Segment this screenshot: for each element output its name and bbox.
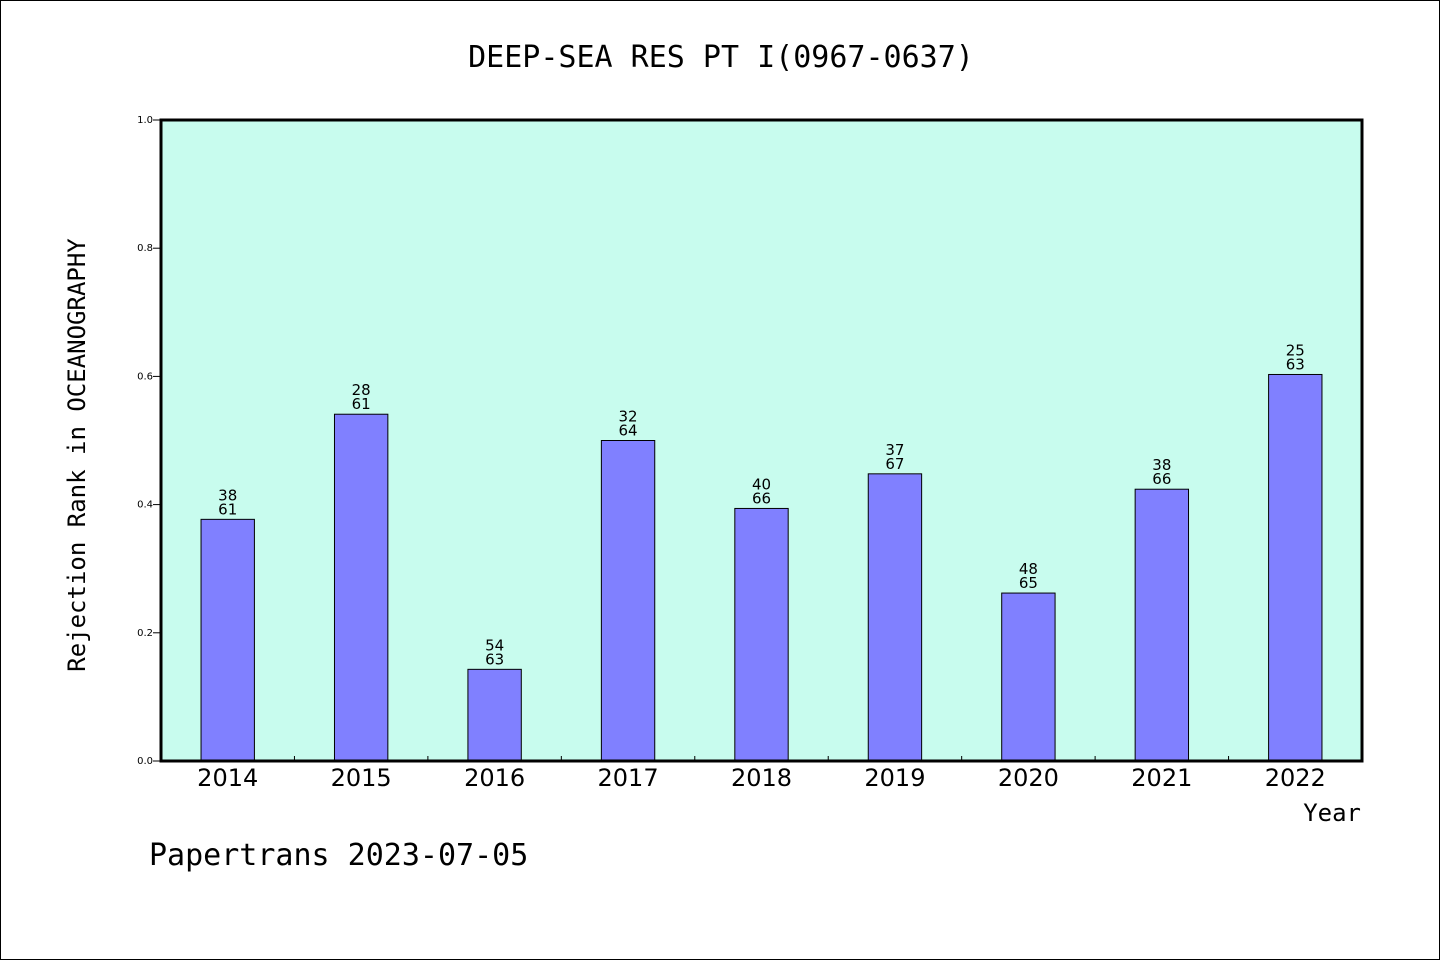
footer-text: Papertrans 2023-07-05 xyxy=(149,838,528,873)
x-tick-label: 2017 xyxy=(598,764,659,792)
bar-2017 xyxy=(600,440,656,762)
chart-title: DEEP-SEA RES PT I(0967-0637) xyxy=(468,40,974,75)
y-tick-label: 1.0 xyxy=(137,115,153,126)
y-tick-label: 0.2 xyxy=(137,628,153,639)
data-label-rank: 28 xyxy=(352,381,371,399)
y-tick-label: 0.8 xyxy=(137,243,153,254)
x-axis: 2014 2015 2016 2017 2018 2019 2020 2021 2022 xyxy=(197,756,1326,792)
bar-2014 xyxy=(200,518,255,762)
bars xyxy=(200,373,1323,762)
bar-2019 xyxy=(867,473,923,762)
bar-2021 xyxy=(1134,488,1190,762)
data-label-total: 63 xyxy=(485,650,504,668)
y-tick-label: 0.6 xyxy=(137,371,153,382)
x-tick-label: 2020 xyxy=(998,764,1059,792)
y-axis-title: Rejection Rank in OCEANOGRAPHY xyxy=(63,238,91,672)
x-tick-label: 2021 xyxy=(1131,764,1192,792)
data-label-rank: 40 xyxy=(752,475,771,493)
data-label-rank: 38 xyxy=(1152,456,1171,474)
data-label-total: 61 xyxy=(352,395,371,413)
x-tick-label: 2015 xyxy=(331,764,392,792)
bar-2018 xyxy=(734,507,789,762)
y-axis: 0.0 0.2 0.4 0.6 0.8 1.0 xyxy=(137,115,161,767)
plot-border xyxy=(159,118,1364,763)
data-label-total: 63 xyxy=(1286,355,1305,373)
x-axis-title: Year xyxy=(1303,799,1361,827)
data-label-rank: 25 xyxy=(1286,341,1305,359)
data-label-rank: 32 xyxy=(619,408,638,426)
data-label-total: 64 xyxy=(619,422,638,440)
bar-2015 xyxy=(333,413,389,762)
data-label-total: 66 xyxy=(1152,470,1171,488)
bar-2020 xyxy=(1001,592,1056,762)
data-label-rank: 48 xyxy=(1019,560,1038,578)
data-label-rank: 54 xyxy=(485,636,504,654)
x-tick-label: 2014 xyxy=(197,764,258,792)
y-tick-label: 0.0 xyxy=(137,756,153,767)
data-label-rank: 38 xyxy=(218,486,237,504)
data-label-total: 67 xyxy=(885,455,904,473)
bar-2016 xyxy=(467,668,522,762)
x-tick-label: 2022 xyxy=(1265,764,1326,792)
x-tick-label: 2019 xyxy=(864,764,925,792)
x-tick-label: 2018 xyxy=(731,764,792,792)
bar-2022 xyxy=(1268,373,1323,762)
data-label-total: 61 xyxy=(218,500,237,518)
data-label-total: 65 xyxy=(1019,574,1038,592)
y-tick-label: 0.4 xyxy=(137,500,153,511)
data-label-rank: 37 xyxy=(885,441,904,459)
data-label-total: 66 xyxy=(752,489,771,507)
x-tick-label: 2016 xyxy=(464,764,525,792)
